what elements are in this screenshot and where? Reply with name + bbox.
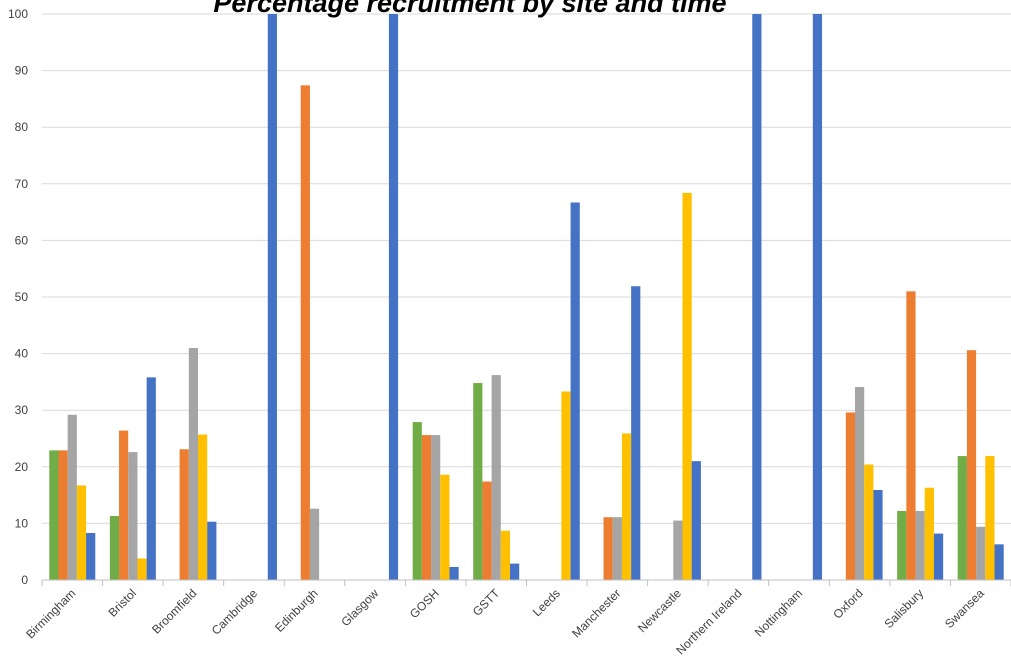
x-tick-label-northern-ireland: Northern Ireland	[673, 586, 744, 657]
x-tick-label-cambridge: Cambridge	[209, 586, 261, 638]
bar-oxford-series-3	[854, 386, 865, 580]
bar-bristol-series-4	[137, 558, 147, 580]
y-tick-label-100: 100	[8, 7, 28, 21]
bar-salisbury-series-4	[924, 487, 934, 580]
bar-newcastle-series-5	[691, 461, 701, 580]
bar-gstt-series-1	[473, 383, 483, 580]
y-axis: 0 10 20 30 40 50 60 70 80 90 100	[8, 7, 28, 587]
y-tick-label-10: 10	[15, 516, 29, 530]
bar-oxford-series-2	[845, 412, 855, 580]
y-tick-label-40: 40	[15, 347, 29, 361]
x-tick-label-broomfield: Broomfield	[149, 586, 199, 636]
bar-broomfield-series-2	[179, 449, 189, 580]
bar-salisbury-series-3	[915, 510, 925, 580]
y-tick-label-60: 60	[15, 233, 29, 247]
bar-broomfield-series-4	[198, 434, 208, 580]
bar-gosh-series-2	[421, 435, 432, 580]
bar-swansea-series-3	[976, 526, 986, 580]
bar-bristol-series-2	[119, 430, 129, 580]
bar-swansea-series-5	[994, 544, 1004, 580]
bar-gosh-series-1	[412, 422, 422, 580]
bar-birmingham-series-2	[58, 450, 68, 580]
bar-edinburgh-series-3	[309, 508, 320, 580]
y-tick-label-90: 90	[15, 64, 29, 78]
bar-salisbury-series-1	[897, 510, 907, 580]
bar-newcastle-series-3	[673, 520, 683, 580]
bar-gosh-series-3	[431, 435, 441, 580]
bar-birmingham-series-1	[49, 450, 59, 580]
bar-manchester-series-4	[621, 433, 632, 580]
bar-swansea-series-1	[957, 456, 967, 580]
bar-broomfield-series-3	[188, 347, 199, 580]
bar-gstt-series-4	[500, 530, 511, 580]
bar-cambridge-series-5	[267, 14, 277, 580]
bar-gosh-series-4	[440, 474, 450, 580]
bar-manchester-series-3	[612, 517, 622, 580]
bar-leeds-series-4	[561, 391, 571, 580]
y-tick-label-80: 80	[15, 120, 29, 134]
bar-salisbury-series-2	[906, 291, 916, 580]
x-tick-label-gosh: GOSH	[407, 586, 442, 621]
bar-leeds-series-5	[570, 202, 580, 580]
x-tick-label-glasgow: Glasgow	[338, 586, 381, 629]
bar-swansea-series-4	[985, 456, 995, 580]
bar-swansea-series-2	[966, 350, 977, 580]
bar-edinburgh-series-2	[300, 85, 310, 580]
x-tick-label-newcastle: Newcastle	[635, 586, 684, 635]
bar-gstt-series-5	[510, 563, 520, 580]
x-tick-label-edinburgh: Edinburgh	[272, 586, 321, 635]
bar-nottingham-series-5	[812, 14, 823, 580]
chart-title: Percentage recruitment by site and time	[213, 0, 727, 18]
y-tick-label-20: 20	[15, 460, 29, 474]
bar-bristol-series-5	[146, 377, 156, 580]
bar-birmingham-series-5	[86, 533, 96, 580]
x-axis: Birmingham Bristol Broomfield Cambridge Edin…	[23, 579, 1011, 657]
bar-gstt-series-3	[491, 375, 501, 580]
x-tick-label-nottingham: Nottingham	[752, 586, 805, 639]
bar-northern-ireland-series-5	[752, 14, 762, 580]
x-tick-label-birmingham: Birmingham	[23, 586, 78, 641]
bar-oxford-series-4	[864, 464, 874, 580]
bar-glasgow-series-5	[388, 14, 399, 580]
bar-newcastle-series-4	[682, 192, 692, 580]
x-tick-label-gstt: GSTT	[470, 586, 503, 619]
bar-manchester-series-2	[603, 517, 613, 580]
y-tick-label-30: 30	[15, 403, 29, 417]
bars	[49, 14, 1004, 580]
bar-broomfield-series-5	[207, 521, 217, 580]
bar-manchester-series-5	[631, 286, 641, 580]
x-tick-label-leeds: Leeds	[530, 586, 563, 619]
bar-salisbury-series-5	[933, 533, 944, 580]
x-tick-label-oxford: Oxford	[830, 586, 865, 621]
bar-bristol-series-3	[128, 452, 138, 580]
x-tick-label-manchester: Manchester	[569, 586, 623, 640]
bar-birmingham-series-4	[76, 485, 87, 580]
x-tick-label-salisbury: Salisbury	[881, 586, 926, 631]
x-tick-label-bristol: Bristol	[105, 586, 138, 619]
bar-oxford-series-5	[873, 490, 883, 580]
bar-bristol-series-1	[109, 516, 120, 580]
x-tick-label-swansea: Swansea	[942, 586, 987, 631]
y-tick-label-0: 0	[21, 573, 28, 587]
bar-gosh-series-5	[449, 566, 459, 580]
y-tick-label-70: 70	[15, 177, 29, 191]
bar-birmingham-series-3	[67, 414, 77, 580]
y-tick-label-50: 50	[15, 290, 29, 304]
bar-gstt-series-2	[482, 481, 492, 580]
